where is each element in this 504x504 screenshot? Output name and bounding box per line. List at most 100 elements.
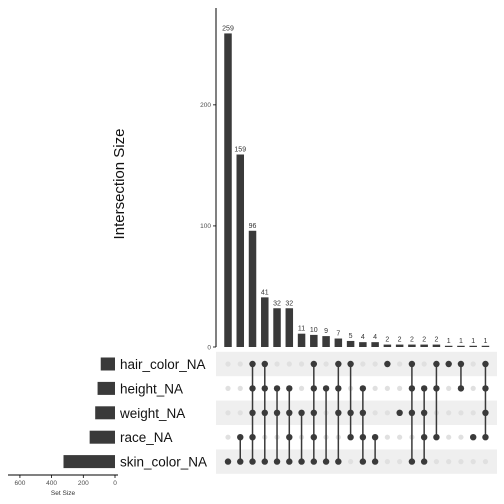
intersection-count-label: 4 — [373, 334, 377, 341]
intersection-bar — [457, 345, 465, 347]
matrix-row-stripe — [216, 351, 497, 377]
matrix-dot-inactive — [298, 361, 305, 367]
matrix-dot-inactive — [470, 361, 476, 367]
set-size-tick-label: 400 — [46, 480, 57, 487]
set-size-bar — [100, 357, 115, 371]
intersection-count-label: 9 — [324, 328, 328, 335]
intersection-bar — [432, 344, 441, 347]
set-name-label: hair_color_NA — [120, 357, 206, 372]
matrix-dot-inactive — [397, 361, 403, 367]
matrix-dot-inactive — [470, 410, 476, 416]
matrix-dot-active — [359, 385, 367, 392]
intersection-count-label: 32 — [285, 300, 293, 307]
set-size-tick-label: 600 — [14, 480, 25, 487]
intersection-count-label: 1 — [447, 338, 451, 345]
intersection-bar — [444, 345, 453, 347]
intersection-count-label: 5 — [349, 333, 353, 340]
intersection-matrix — [224, 360, 489, 465]
intersection-count-label: 259 — [222, 25, 234, 32]
intersection-bar — [297, 333, 306, 347]
intersection-bar — [285, 308, 294, 347]
matrix-dot-inactive — [458, 459, 464, 465]
matrix-dot-inactive — [458, 410, 464, 416]
matrix-dot-inactive — [446, 410, 452, 416]
matrix-dot-inactive — [433, 459, 440, 465]
set-size-bar — [89, 430, 115, 444]
set-size-bar — [63, 455, 115, 469]
matrix-dot-inactive — [237, 361, 243, 367]
matrix-dot-inactive — [397, 459, 403, 465]
matrix-dot-inactive — [274, 361, 280, 367]
matrix-dot-active — [322, 385, 330, 392]
matrix-dot-active — [420, 385, 428, 392]
intersection-bar — [469, 345, 477, 347]
intersection-count-label: 32 — [273, 300, 281, 307]
set-size-bar — [95, 406, 115, 420]
intersection-count-label: 2 — [434, 337, 438, 344]
matrix-stripes — [216, 351, 497, 474]
matrix-dot-inactive — [225, 361, 231, 367]
y-tick-label: 100 — [200, 223, 211, 230]
intersection-bar — [273, 308, 281, 347]
set-size-bar — [97, 381, 115, 395]
matrix-dot-inactive — [323, 361, 329, 367]
intersection-count-label: 7 — [336, 331, 340, 338]
matrix-dot-inactive — [397, 434, 403, 440]
matrix-dot-inactive — [298, 385, 305, 391]
matrix-dot-inactive — [470, 385, 476, 391]
matrix-dot-active — [273, 385, 281, 392]
set-size-bars: hair_color_NA height_NA weight_NA race_NAsk… — [8, 357, 207, 487]
matrix-dot-inactive — [384, 459, 390, 465]
intersection-bar — [248, 230, 257, 347]
intersection-bar — [383, 344, 392, 347]
intersection-bar — [334, 338, 343, 347]
intersection-bar — [395, 344, 404, 347]
intersection-count-label: 10 — [310, 327, 318, 334]
set-name-label: race_NA — [120, 430, 173, 445]
set-name-label: weight_NA — [119, 406, 185, 421]
set-size-axis-label: Set Size — [51, 490, 76, 497]
intersection-count-label: 41 — [261, 289, 269, 296]
intersection-count-label: 1 — [459, 338, 463, 345]
matrix-row-stripe — [216, 449, 497, 474]
matrix-dot-inactive — [482, 459, 489, 465]
matrix-dot-inactive — [237, 410, 243, 416]
matrix-dot-active — [445, 360, 452, 368]
intersection-bar — [346, 340, 355, 347]
matrix-dot-active — [396, 409, 403, 416]
intersection-count-label: 1 — [471, 338, 475, 345]
intersection-count-label: 11 — [298, 326, 305, 333]
matrix-dot-inactive — [446, 434, 452, 440]
matrix-dot-inactive — [384, 410, 390, 416]
matrix-dot-inactive — [348, 459, 354, 465]
y-tick-label: 200 — [200, 102, 211, 109]
set-size-tick-label: 0 — [113, 480, 117, 487]
matrix-dot-inactive — [286, 361, 292, 367]
intersection-bar — [322, 336, 330, 347]
matrix-dot-inactive — [384, 385, 390, 391]
intersection-bar — [236, 154, 245, 347]
intersection-count-label: 2 — [422, 337, 426, 344]
intersection-bar — [420, 344, 428, 347]
intersection-count-label: 1 — [484, 338, 488, 345]
intersection-count-label: 2 — [410, 337, 414, 344]
intersection-count-label: 4 — [361, 334, 365, 341]
matrix-dot-inactive — [372, 410, 378, 416]
matrix-dot-inactive — [470, 459, 476, 465]
y-tick-label: 0 — [207, 344, 211, 351]
intersection-count-label: 159 — [234, 146, 246, 153]
intersection-bar — [408, 344, 416, 347]
matrix-dot-inactive — [225, 410, 231, 416]
matrix-dot-inactive — [384, 434, 390, 440]
set-name-label: skin_color_NA — [120, 455, 207, 470]
matrix-dot-inactive — [360, 361, 366, 367]
set-size-tick-label: 200 — [78, 480, 89, 487]
intersection-bar — [261, 297, 269, 347]
matrix-dot-inactive — [237, 385, 243, 391]
matrix-row-stripe — [216, 400, 497, 425]
matrix-dot-inactive — [446, 459, 452, 465]
intersection-bar — [359, 342, 367, 347]
matrix-dot-inactive — [421, 361, 427, 367]
